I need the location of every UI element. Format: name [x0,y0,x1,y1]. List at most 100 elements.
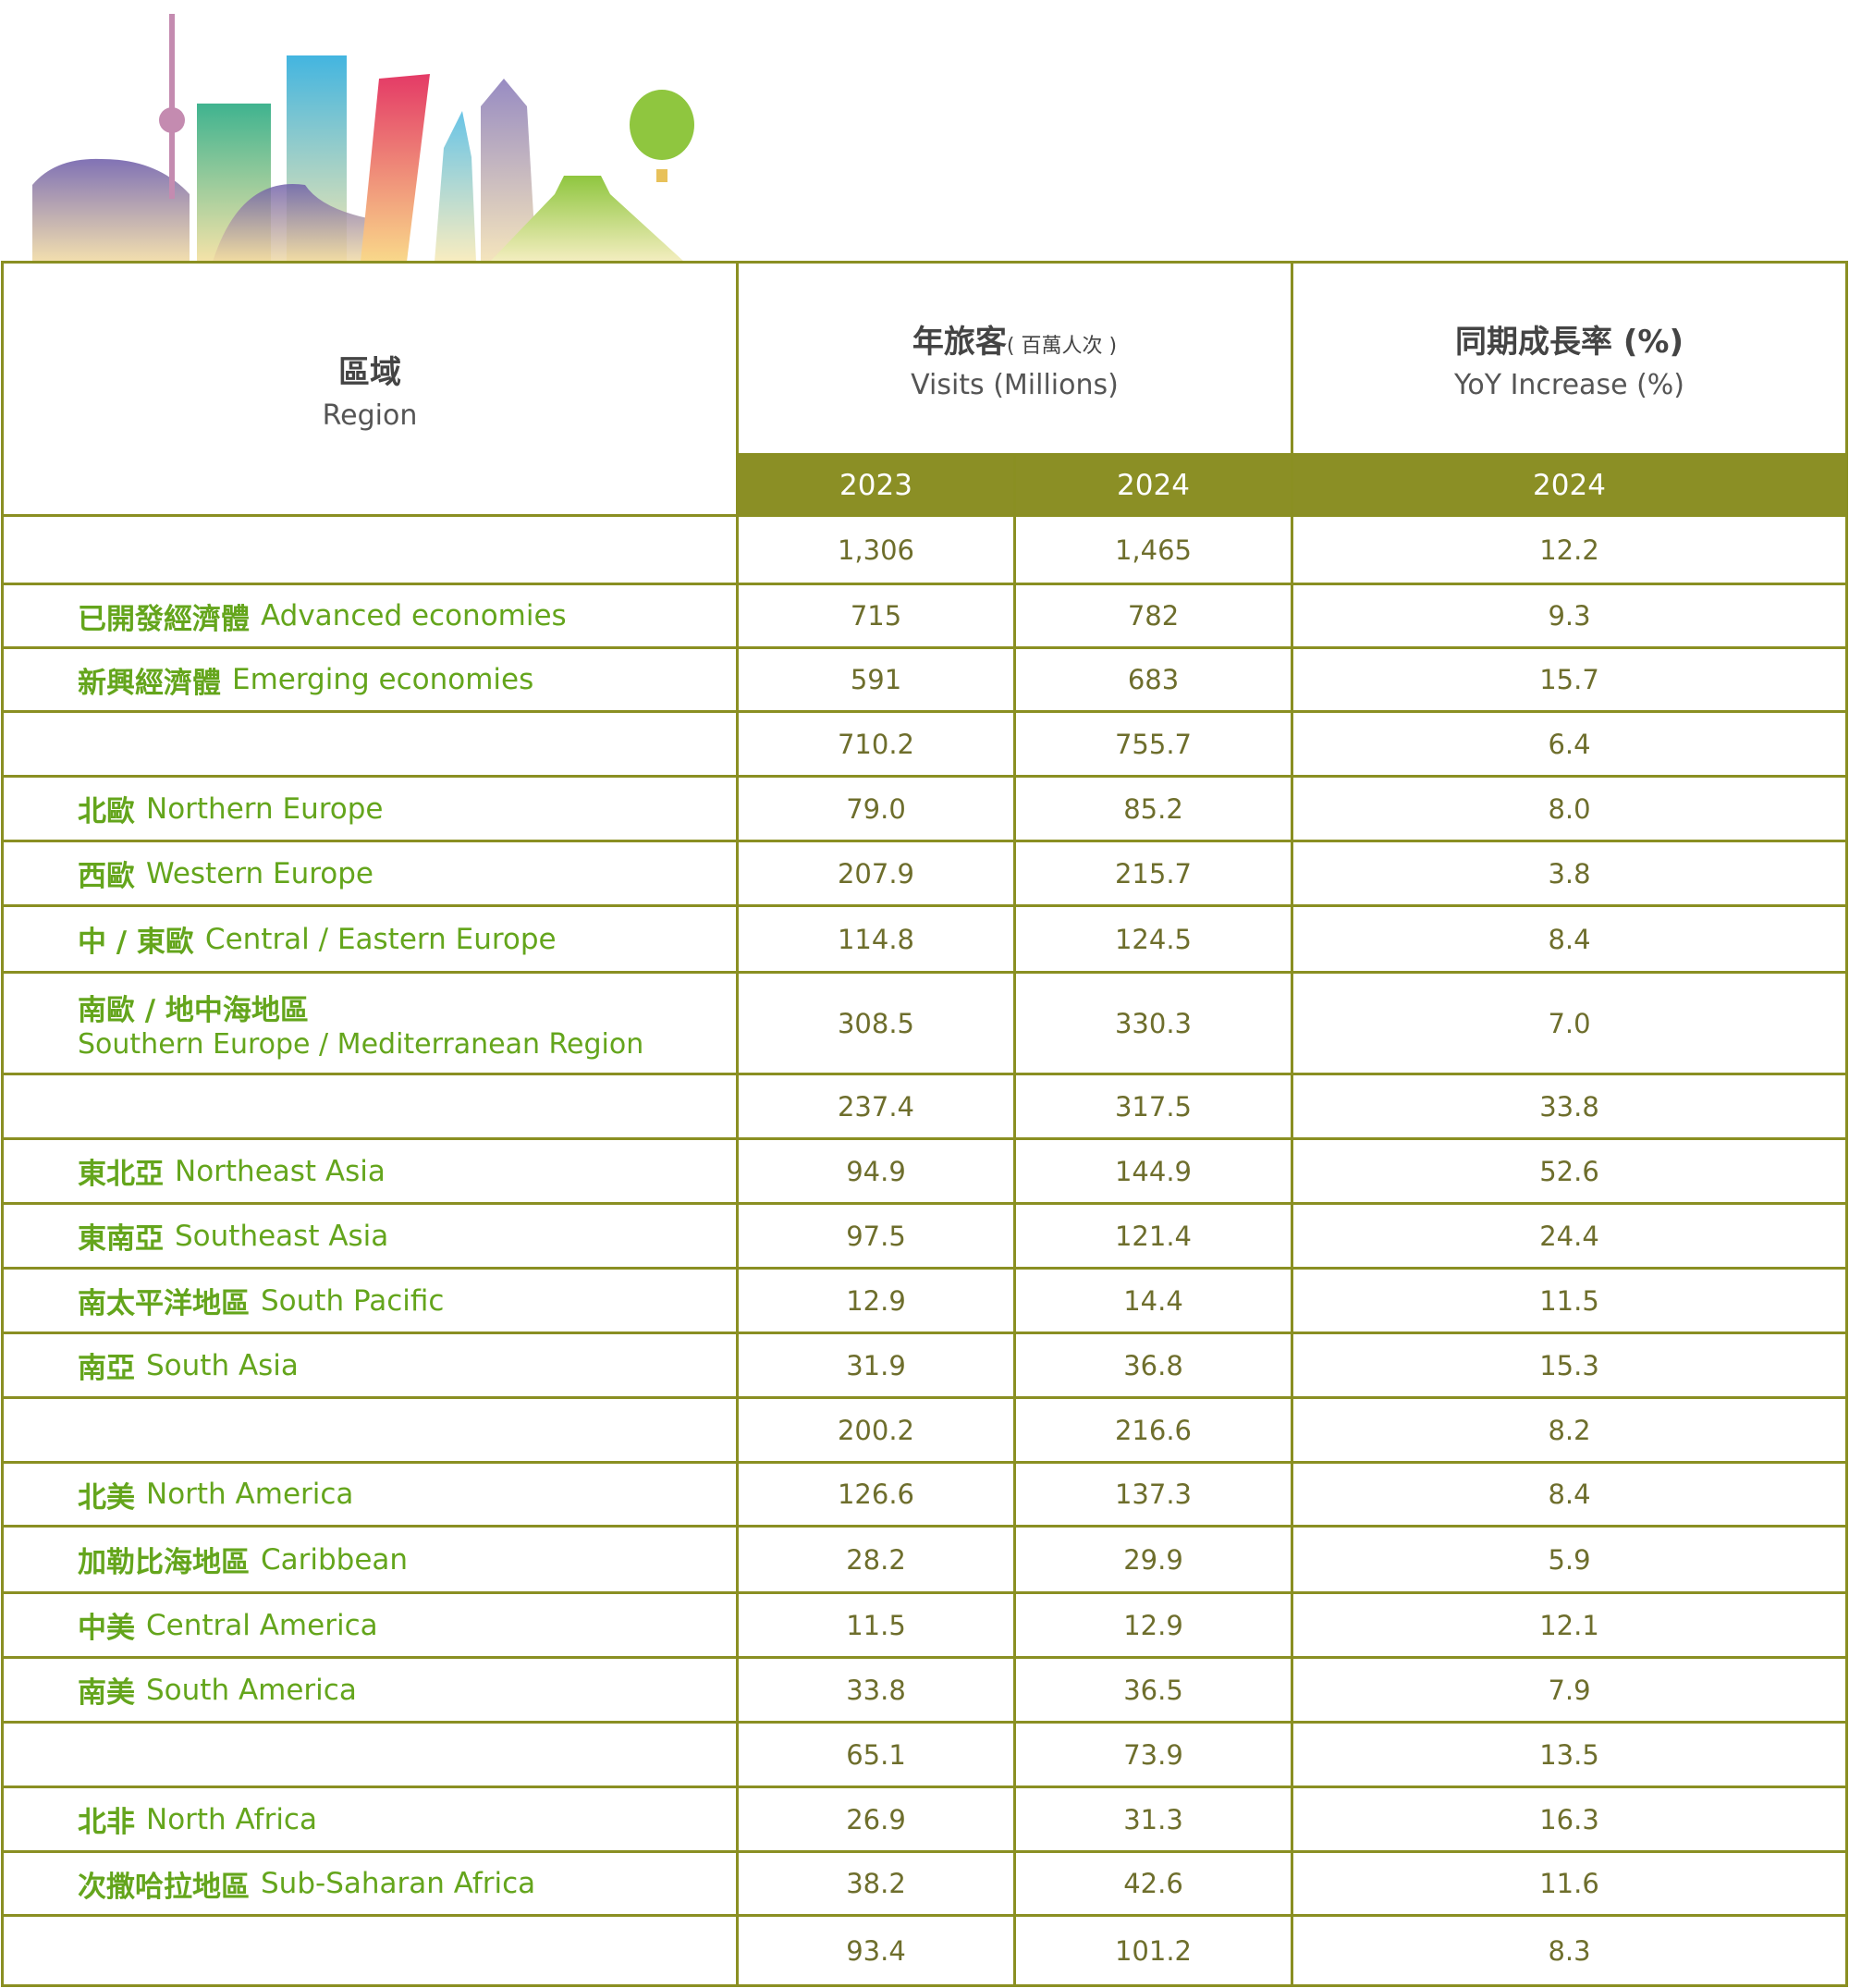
value-cell: 8.2 [1293,1399,1845,1461]
region-zh: 西歐 [78,860,135,893]
value-cell: 124.5 [1016,907,1291,971]
region-header-en: Region [322,399,418,432]
region-en: North America [146,1478,354,1511]
region-cell: 南歐 / 地中海地區 Southern Europe / Mediterranea… [4,974,736,1073]
yoy-header-en: YoY Increase (%) [1454,368,1684,401]
region-cell: 東北亞 Northeast Asia [4,1140,736,1202]
value-cell: 24.4 [1293,1205,1845,1267]
region-cell: 次撒哈拉地區 Sub-Saharan Africa [4,1853,736,1914]
value-cell: 31.9 [739,1334,1013,1396]
value-cell: 26.9 [739,1788,1013,1850]
value-cell: 200.2 [739,1399,1013,1461]
value-cell: 11.6 [1293,1853,1845,1914]
tourism-table: 區域 Region 年旅客( 百萬人次 ) Visits (Millions) 同期成長… [1,261,1848,1987]
value-cell: 79.0 [739,778,1013,840]
region-cell: 西歐 Western Europe [4,842,736,904]
value-cell: 5.9 [1293,1528,1845,1591]
value-cell: 1,465 [1016,517,1291,583]
value-cell: 97.5 [739,1205,1013,1267]
region-en: Central / Eastern Europe [204,922,557,956]
value-cell: 237.4 [739,1075,1013,1137]
region-en: Southeast Asia [175,1219,389,1253]
value-cell: 8.3 [1293,1917,1845,1984]
region-zh: 南美 [78,1676,135,1710]
value-cell: 8.4 [1293,1464,1845,1525]
region-en: Northern Europe [146,792,384,826]
region-en: Caribbean [261,1542,409,1577]
value-cell: 12.1 [1293,1594,1845,1656]
region-en: North Africa [146,1802,317,1836]
region-cell [4,1724,736,1786]
region-zh: 東南亞 [78,1222,164,1256]
value-cell: 13.5 [1293,1724,1845,1786]
visits-header-unit: ( 百萬人次 ) [1006,334,1118,358]
region-en: South Asia [146,1348,299,1382]
region-cell: 南太平洋地區 South Pacific [4,1270,736,1331]
region-en: Sub-Saharan Africa [261,1867,536,1900]
region-cell [4,1917,736,1984]
value-cell: 317.5 [1016,1075,1291,1137]
region-cell: 北非 North Africa [4,1788,736,1850]
skyline-illustration [32,14,694,262]
value-cell: 73.9 [1016,1724,1291,1786]
region-en: Central America [146,1608,378,1642]
region-cell: 北歐 Northern Europe [4,778,736,840]
value-cell: 42.6 [1016,1853,1291,1914]
visits-header-zh: 年旅客 [912,323,1007,361]
value-cell: 8.4 [1293,907,1845,971]
region-cell [4,1075,736,1137]
value-cell: 12.2 [1293,517,1845,583]
value-cell: 308.5 [739,974,1013,1073]
visits-header: 年旅客( 百萬人次 ) Visits (Millions) [739,264,1291,453]
value-cell: 7.9 [1293,1659,1845,1721]
value-cell: 38.2 [739,1853,1013,1914]
region-zh: 次撒哈拉地區 [78,1870,250,1904]
region-cell [4,713,736,775]
value-cell: 36.8 [1016,1334,1291,1396]
region-cell [4,1399,736,1461]
value-cell: 28.2 [739,1528,1013,1591]
value-cell: 6.4 [1293,713,1845,775]
region-en: Advanced economies [261,599,567,632]
region-cell: 北美 North America [4,1464,736,1525]
value-cell: 29.9 [1016,1528,1291,1591]
region-zh: 北歐 [78,795,135,828]
year-header: 2024 [1016,456,1291,514]
value-cell: 216.6 [1016,1399,1291,1461]
value-cell: 126.6 [739,1464,1013,1525]
value-cell: 591 [739,649,1013,710]
region-cell: 已開發經濟體 Advanced economies [4,585,736,646]
value-cell: 11.5 [739,1594,1013,1656]
value-cell: 93.4 [739,1917,1013,1984]
region-zh: 東北亞 [78,1158,164,1191]
region-zh: 南歐 / 地中海地區 [78,993,309,1027]
value-cell: 31.3 [1016,1788,1291,1850]
value-cell: 207.9 [739,842,1013,904]
region-cell: 南亞 South Asia [4,1334,736,1396]
region-cell: 中美 Central America [4,1594,736,1656]
region-en: Western Europe [146,856,374,890]
value-cell: 12.9 [1016,1594,1291,1656]
value-cell: 715 [739,585,1013,646]
value-cell: 7.0 [1293,974,1845,1073]
region-zh: 中 / 東歐 [78,926,194,959]
value-cell: 15.3 [1293,1334,1845,1396]
value-cell: 12.9 [739,1270,1013,1331]
visits-header-en: Visits (Millions) [911,368,1119,401]
value-cell: 16.3 [1293,1788,1845,1850]
value-cell: 11.5 [1293,1270,1845,1331]
region-cell: 中 / 東歐 Central / Eastern Europe [4,907,736,971]
region-cell [4,517,736,583]
region-zh: 已開發經濟體 [78,602,250,636]
value-cell: 3.8 [1293,842,1845,904]
region-zh: 南亞 [78,1352,135,1385]
region-zh: 加勒比海地區 [78,1546,250,1579]
visits-header-zh-line: 年旅客( 百萬人次 ) [912,316,1117,362]
value-cell: 1,306 [739,517,1013,583]
region-header-zh: 區域 [338,353,401,391]
region-cell: 新興經濟體 Emerging economies [4,649,736,710]
region-cell: 南美 South America [4,1659,736,1721]
region-zh: 南太平洋地區 [78,1287,250,1320]
region-en: South America [146,1673,357,1707]
